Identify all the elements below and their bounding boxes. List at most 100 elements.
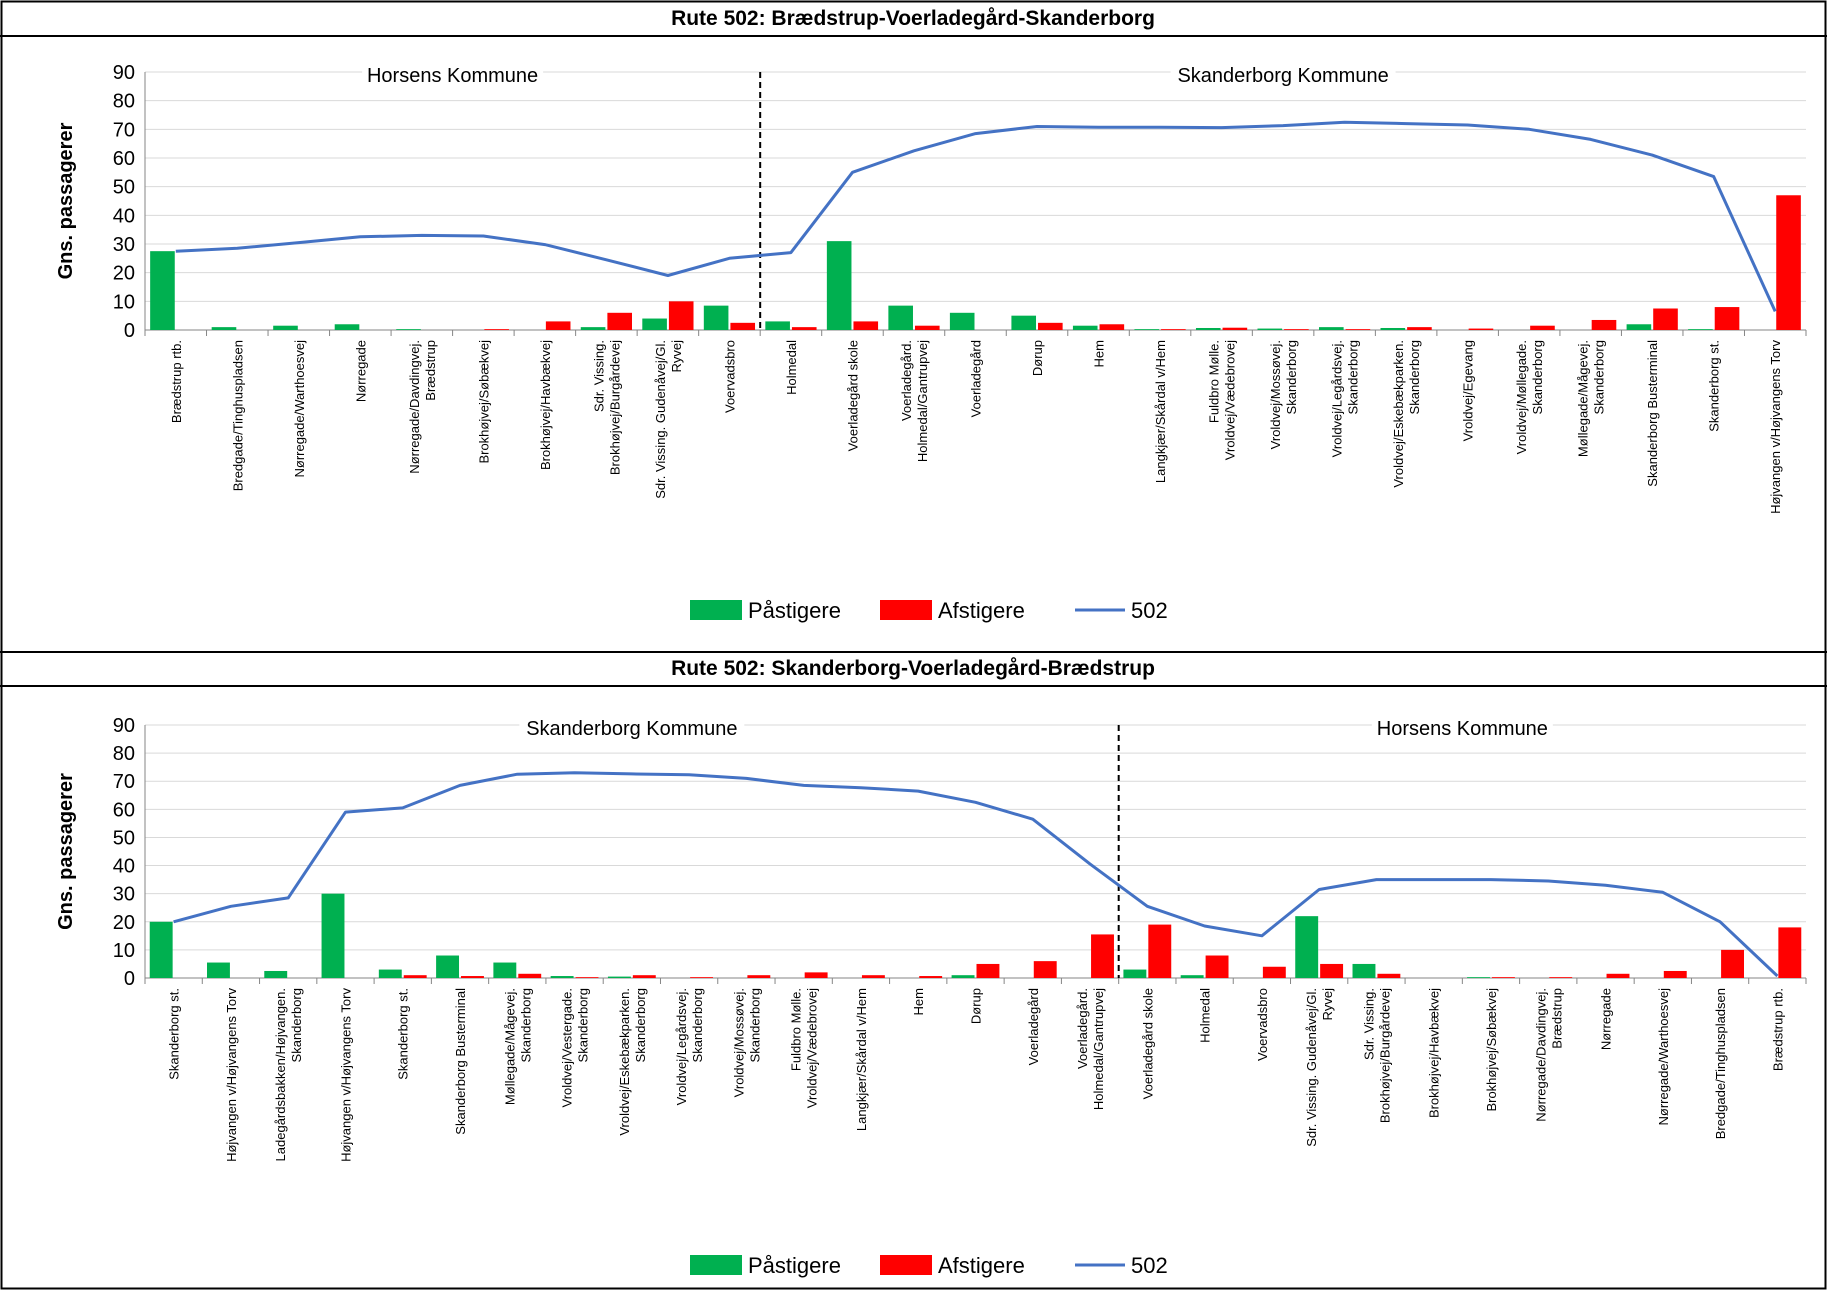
x-tick-label-line: Sdr. Vissing. Gudenåvej/Gl. bbox=[653, 340, 668, 499]
bar-pastigere bbox=[378, 969, 402, 978]
x-tick-label: Brædstrup rtb. bbox=[169, 340, 184, 423]
x-tick-label: Bredgade/Tinghuspladsen bbox=[1713, 988, 1728, 1139]
x-tick-label-line: Skanderborg bbox=[289, 988, 304, 1062]
x-tick-label-line: Dørup bbox=[1030, 340, 1045, 376]
bar-pastigere bbox=[550, 976, 574, 978]
y-tick-label: 0 bbox=[124, 968, 135, 990]
bar-afstigere bbox=[1778, 927, 1802, 978]
bar-pastigere bbox=[334, 324, 360, 330]
region-label-bg bbox=[362, 62, 544, 88]
bar-pastigere bbox=[273, 325, 298, 330]
y-tick-label: 20 bbox=[113, 263, 135, 285]
bar-pastigere bbox=[703, 305, 729, 330]
x-tick-label-line: Skanderborg bbox=[1346, 340, 1361, 414]
bar-pastigere bbox=[642, 318, 667, 330]
x-tick-label-line: Holmedal bbox=[784, 340, 799, 395]
y-tick-label: 20 bbox=[113, 912, 135, 934]
x-tick-label-line: Brædstrup bbox=[1549, 988, 1564, 1049]
bar-afstigere bbox=[1776, 195, 1801, 330]
x-tick-label-line: Skanderborg st. bbox=[1707, 340, 1722, 432]
x-tick-label-line: Brokhøjvej/Havbækvej bbox=[1427, 988, 1442, 1118]
x-tick-label: Voerladegård.Holmedal/Gantrupvej bbox=[899, 340, 930, 462]
x-tick-label-line: Skanderborg bbox=[747, 988, 762, 1062]
x-tick-label-line: Brokhøjvej/Søbækvej bbox=[476, 340, 491, 464]
x-tick-label-line: Vroldvej/Eskebækparken. bbox=[1391, 340, 1406, 488]
region-label: Skanderborg Kommune bbox=[1177, 65, 1388, 87]
bar-pastigere bbox=[949, 312, 975, 330]
x-tick-label-line: Skanderborg bbox=[633, 988, 648, 1062]
bar-afstigere bbox=[690, 977, 714, 978]
x-tick-label: Langkjær/Skårdal v/Hem bbox=[1153, 340, 1168, 483]
x-tick-label: Nørregade bbox=[1599, 988, 1614, 1050]
bar-pastigere bbox=[1295, 916, 1319, 978]
x-tick-label-line: Brædstrup rtb. bbox=[1770, 988, 1785, 1071]
x-tick-label: Brokhøjvej/Havbækvej bbox=[538, 340, 553, 470]
y-tick-label: 40 bbox=[113, 205, 135, 227]
bar-pastigere bbox=[207, 962, 230, 978]
bar-pastigere bbox=[1467, 977, 1490, 978]
x-tick-label-line: Vroldvej/Vædebrovej bbox=[805, 988, 820, 1108]
x-tick-label-line: Skanderborg bbox=[1592, 340, 1607, 414]
x-tick-label: Vroldvej/Eskebækparken.Skanderborg bbox=[1391, 340, 1422, 488]
x-tick-label-line: Nørregade/Davdingvej. bbox=[1533, 988, 1548, 1122]
y-tick-label: 90 bbox=[113, 715, 135, 737]
x-tick-label: Brokhøjvej/Søbækvej bbox=[1484, 988, 1499, 1112]
bar-afstigere bbox=[1284, 329, 1309, 330]
bar-afstigere bbox=[1591, 319, 1617, 330]
x-tick-label: Nørregade/Davdingvej.Brædstrup bbox=[407, 340, 438, 474]
bar-pastigere bbox=[1195, 327, 1221, 330]
x-tick-label: Bredgade/Tinghuspladsen bbox=[230, 340, 245, 491]
x-tick-label-line: Skanderborg st. bbox=[396, 988, 411, 1080]
x-tick-label-line: Langkjær/Skårdal v/Hem bbox=[1153, 340, 1168, 483]
bar-pastigere bbox=[149, 921, 173, 978]
x-tick-label: Holmedal bbox=[784, 340, 799, 395]
x-tick-label: Voervadsbro bbox=[722, 340, 737, 413]
line-series-502 bbox=[173, 771, 1779, 978]
bar-afstigere bbox=[1320, 963, 1344, 978]
x-tick-label-line: Fuldbro Mølle. bbox=[789, 988, 804, 1071]
x-tick-label-line: Brædstrup rtb. bbox=[169, 340, 184, 423]
x-tick-label: Skanderborg Busterminal bbox=[1645, 340, 1660, 487]
x-tick-label: Fuldbro Mølle.Vroldvej/Vædebrovej bbox=[1207, 340, 1238, 460]
bar-pastigere bbox=[321, 893, 345, 978]
y-tick-label: 70 bbox=[113, 771, 135, 793]
x-tick-label-line: Voerladegård bbox=[969, 340, 984, 417]
x-tick-label-line: Vroldvej/Legårdsvej. bbox=[674, 988, 689, 1105]
x-tick-label-line: Fuldbro Mølle. bbox=[1207, 340, 1222, 423]
x-tick-label-line: Brokhøjvej/Burgårdevej bbox=[607, 340, 622, 475]
x-tick-label: Hem bbox=[1092, 340, 1107, 367]
chart-title: Rute 502: Brædstrup-Voerladegård-Skander… bbox=[671, 7, 1155, 30]
bar-afstigere bbox=[1148, 924, 1172, 978]
x-tick-label-line: Brokhøjvej/Havbækvej bbox=[538, 340, 553, 470]
x-tick-label: Voerladegård skole bbox=[846, 340, 861, 451]
y-tick-label: 10 bbox=[113, 291, 135, 313]
x-tick-label: Vroldvej/Møllegade.Skanderborg bbox=[1514, 340, 1545, 454]
x-tick-label: Møllegade/Mågevej.Skanderborg bbox=[502, 988, 533, 1105]
bar-pastigere bbox=[1626, 324, 1652, 330]
x-tick-label: Sdr. Vissing.Brokhøjvej/Burgårdevej bbox=[591, 340, 622, 475]
x-tick-label-line: Voervadsbro bbox=[722, 340, 737, 413]
x-tick-label: Højvangen v/Højvangens Torv bbox=[1768, 340, 1783, 514]
bar-afstigere bbox=[1222, 327, 1248, 330]
x-tick-label: Nørregade/Warthoesvej bbox=[1656, 988, 1671, 1126]
bar-pastigere bbox=[580, 327, 606, 330]
bar-pastigere bbox=[1072, 325, 1098, 330]
bar-afstigere bbox=[575, 977, 599, 978]
x-tick-label-line: Holmedal/Gantrupvej bbox=[1091, 988, 1106, 1110]
bar-afstigere bbox=[976, 963, 1000, 978]
bar-afstigere bbox=[1345, 329, 1371, 330]
bar-pastigere bbox=[1011, 315, 1037, 330]
y-tick-label: 30 bbox=[113, 884, 135, 906]
x-tick-label: Fuldbro Mølle.Vroldvej/Vædebrovej bbox=[789, 988, 820, 1108]
bar-afstigere bbox=[403, 975, 427, 978]
x-tick-label: Hem bbox=[911, 988, 926, 1015]
x-tick-label-line: Brædstrup bbox=[423, 340, 438, 401]
y-tick-label: 80 bbox=[113, 743, 135, 765]
x-tick-label-line: Vroldvej/Vædebrovej bbox=[1223, 340, 1238, 460]
x-tick-label: Vroldvej/Eskebækparken.Skanderborg bbox=[617, 988, 648, 1136]
x-tick-label: Vroldvej/Egevang bbox=[1461, 340, 1476, 441]
bar-afstigere bbox=[1468, 328, 1494, 330]
bar-afstigere bbox=[1491, 977, 1515, 978]
bar-pastigere bbox=[1688, 329, 1713, 330]
x-tick-label-line: Hem bbox=[1092, 340, 1107, 367]
